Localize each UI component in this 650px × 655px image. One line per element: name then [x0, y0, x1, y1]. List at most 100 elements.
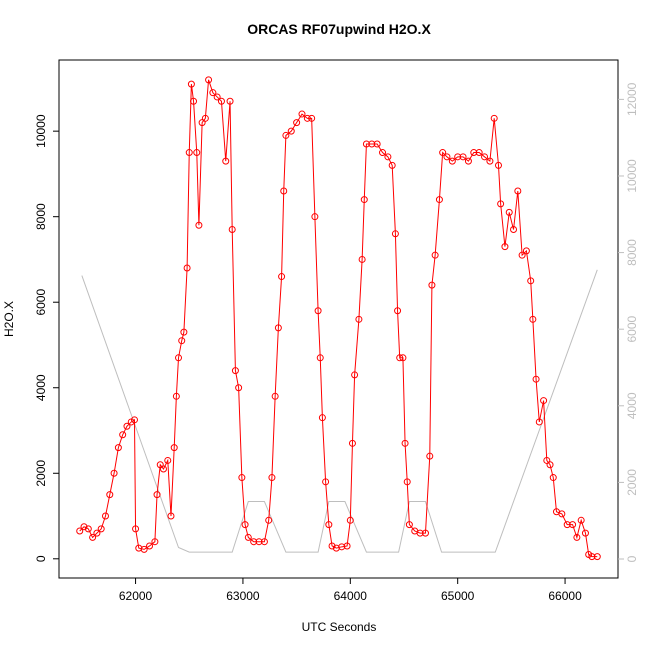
data-point [280, 187, 288, 195]
data-point [153, 491, 161, 499]
x-tick-label: 64000 [334, 589, 368, 603]
data-point [343, 542, 351, 550]
data-point [287, 127, 295, 135]
data-point [328, 542, 336, 550]
x-tick-label: 62000 [119, 589, 153, 603]
data-point [322, 478, 330, 486]
data-point [540, 397, 548, 405]
data-point [428, 281, 436, 289]
data-point [151, 538, 159, 546]
data-point [435, 196, 443, 204]
y-tick-label: 6000 [34, 289, 48, 316]
data-point [316, 354, 324, 362]
data-point [278, 273, 286, 281]
data-point [311, 213, 319, 221]
data-point [180, 328, 188, 336]
x-tick-label: 66000 [548, 589, 582, 603]
data-point [187, 80, 195, 88]
data-point [368, 140, 376, 148]
data-point [172, 392, 180, 400]
y2-tick-label: 6000 [625, 316, 639, 343]
data-point [394, 307, 402, 315]
data-point [518, 251, 526, 259]
data-point [431, 251, 439, 259]
y-tick-label: 8000 [34, 203, 48, 230]
data-point [475, 149, 483, 157]
data-point [549, 474, 557, 482]
data-point [241, 521, 249, 529]
data-point [351, 371, 359, 379]
data-point [403, 478, 411, 486]
data-point [581, 529, 589, 537]
data-point [132, 525, 140, 533]
data-point [426, 452, 434, 460]
y-tick-label: 4000 [34, 374, 48, 401]
data-point [97, 525, 105, 533]
data-point [439, 149, 447, 157]
y2-tick-label: 4000 [625, 392, 639, 419]
data-point [265, 516, 273, 524]
data-point [201, 114, 209, 122]
data-point [535, 418, 543, 426]
data-point [183, 264, 191, 272]
y-tick-label: 0 [34, 555, 48, 562]
x-axis-label: UTC Seconds [302, 620, 377, 634]
data-point [573, 533, 581, 541]
data-point [298, 110, 306, 118]
data-point [405, 521, 413, 529]
data-point [308, 114, 316, 122]
data-point [303, 114, 311, 122]
data-point [501, 243, 509, 251]
x-tick-label: 65000 [441, 589, 475, 603]
data-point [175, 354, 183, 362]
data-point [362, 140, 370, 148]
y-axis-label: H2O.X [2, 301, 16, 337]
data-point [396, 354, 404, 362]
data-point [114, 444, 122, 452]
data-point [260, 538, 268, 546]
data-point [170, 444, 178, 452]
data-point [569, 521, 577, 529]
data-point [164, 456, 172, 464]
data-point [448, 157, 456, 165]
data-point [226, 97, 234, 105]
data-point [235, 384, 243, 392]
data-point [222, 157, 230, 165]
data-point [360, 196, 368, 204]
data-point [529, 315, 537, 323]
data-point [101, 512, 109, 520]
data-point [110, 469, 118, 477]
y2-tick-label: 8000 [625, 239, 639, 266]
data-point [532, 375, 540, 383]
y-tick-label: 10000 [34, 114, 48, 148]
data-point [338, 543, 346, 551]
data-point [146, 542, 154, 550]
data-point [238, 474, 246, 482]
data-point [388, 161, 396, 169]
data-point [255, 538, 263, 546]
y2-tick-label: 10000 [625, 159, 639, 193]
data-point [193, 149, 201, 157]
data-point [470, 149, 478, 157]
data-point [588, 553, 596, 561]
data-point [89, 533, 97, 541]
data-point [250, 538, 258, 546]
data-point [213, 93, 221, 101]
y2-tick-label: 0 [625, 555, 639, 562]
data-point [106, 491, 114, 499]
data-point [119, 431, 127, 439]
data-point [123, 422, 131, 430]
data-point [140, 545, 148, 553]
data-point [282, 131, 290, 139]
data-point [76, 527, 84, 535]
data-point [130, 416, 138, 424]
data-point [190, 97, 198, 105]
data-point [178, 337, 186, 345]
series-line [79, 79, 598, 558]
data-point [80, 523, 88, 531]
data-point [416, 529, 424, 537]
data-point [209, 89, 217, 97]
data-point [244, 533, 252, 541]
